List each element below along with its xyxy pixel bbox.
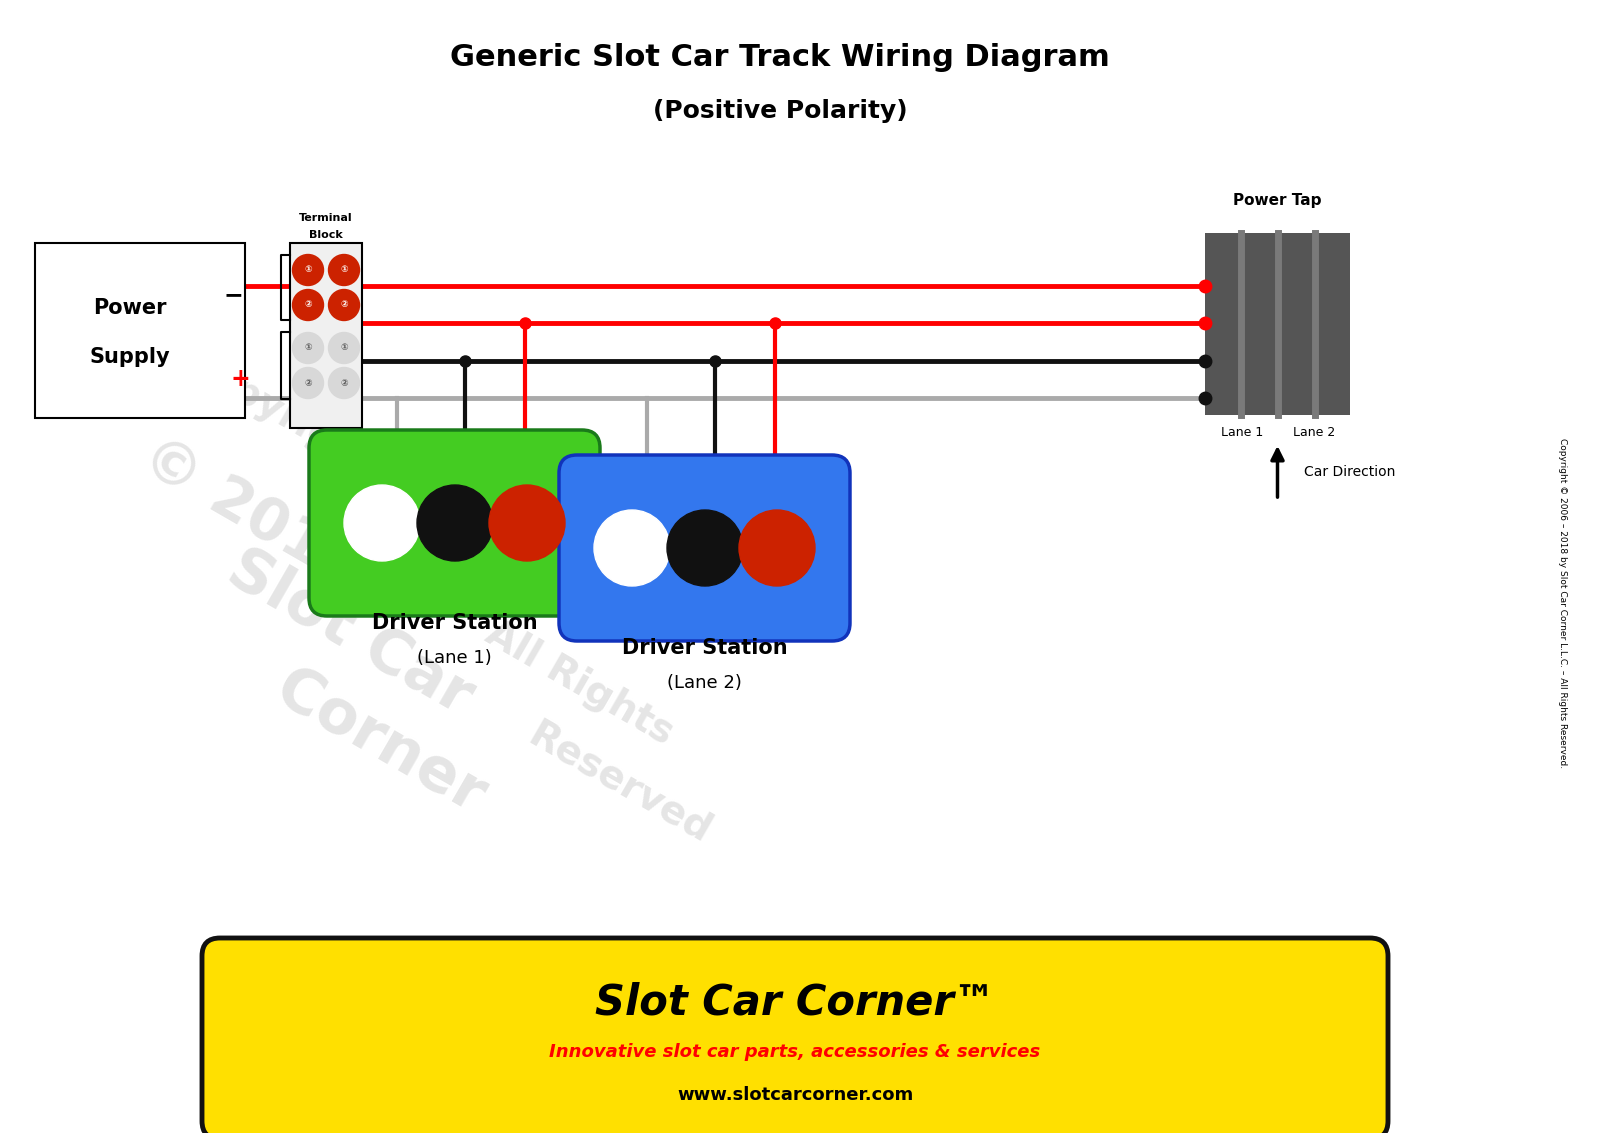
Text: All Rights: All Rights [480,614,680,752]
Circle shape [328,367,360,399]
Text: Driver Station: Driver Station [371,613,538,633]
Text: ②: ② [341,378,347,387]
Circle shape [418,485,493,561]
Text: Block: Block [309,230,342,240]
Circle shape [293,255,323,286]
Text: ②: ② [304,300,312,309]
Text: ②: ② [304,378,312,387]
Circle shape [594,510,670,586]
Text: Copyright: Copyright [178,343,382,483]
Text: Innovative slot car parts, accessories & services: Innovative slot car parts, accessories &… [549,1042,1040,1060]
Text: Car Direction: Car Direction [1304,465,1395,478]
Circle shape [667,510,742,586]
Text: (Lane 1): (Lane 1) [418,649,491,667]
Text: Lane 2: Lane 2 [1293,426,1334,438]
Circle shape [293,290,323,321]
Text: © 2018: © 2018 [131,428,368,598]
Text: Power Tap: Power Tap [1234,194,1322,208]
Text: +: + [230,367,250,392]
Text: −: − [222,283,243,307]
Text: Power: Power [93,298,166,317]
Text: Reserved: Reserved [522,715,718,851]
Text: Copyright © 2006 – 2018 by Slot Car Corner L.L.C. – All Rights Reserved.: Copyright © 2006 – 2018 by Slot Car Corn… [1557,438,1566,768]
Circle shape [344,485,419,561]
Circle shape [328,255,360,286]
Circle shape [490,485,565,561]
Text: Corner: Corner [264,659,496,827]
Text: ①: ① [304,265,312,274]
Text: Terminal: Terminal [299,213,354,223]
Text: (Positive Polarity): (Positive Polarity) [653,99,907,123]
Text: ①: ① [341,265,347,274]
FancyBboxPatch shape [35,242,245,418]
FancyBboxPatch shape [202,938,1389,1133]
Text: www.slotcarcorner.com: www.slotcarcorner.com [677,1085,914,1104]
Text: Supply: Supply [90,347,170,367]
FancyBboxPatch shape [290,242,362,428]
Text: Driver Station: Driver Station [622,638,787,658]
Circle shape [739,510,814,586]
Text: ②: ② [341,300,347,309]
Text: Generic Slot Car Track Wiring Diagram: Generic Slot Car Track Wiring Diagram [450,43,1110,73]
Circle shape [293,332,323,364]
Text: Lane 1: Lane 1 [1221,426,1262,438]
Circle shape [328,290,360,321]
Text: Slot Car: Slot Car [218,539,483,727]
FancyBboxPatch shape [558,455,850,641]
Circle shape [293,367,323,399]
FancyBboxPatch shape [309,431,600,616]
Text: Slot Car Corner™: Slot Car Corner™ [595,981,995,1023]
Text: (Lane 2): (Lane 2) [667,674,742,692]
Text: ①: ① [341,343,347,352]
Circle shape [328,332,360,364]
Text: ①: ① [304,343,312,352]
FancyBboxPatch shape [1205,233,1350,415]
